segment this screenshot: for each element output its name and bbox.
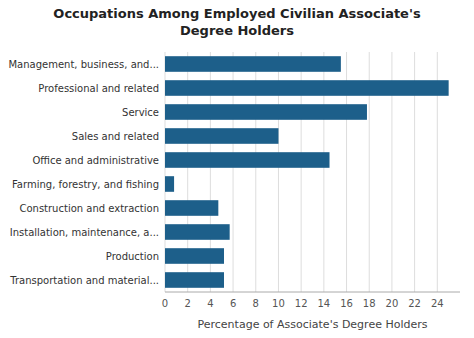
x-tick-label: 22 bbox=[408, 298, 421, 309]
background bbox=[0, 0, 474, 338]
category-label: Transportation and material... bbox=[9, 275, 159, 286]
chart-svg: 024681012141618202224Transportation and … bbox=[0, 0, 474, 338]
x-tick-label: 4 bbox=[207, 298, 213, 309]
category-label: Service bbox=[122, 107, 159, 118]
category-label: Sales and related bbox=[72, 131, 159, 142]
bar bbox=[165, 248, 224, 264]
x-tick-label: 8 bbox=[253, 298, 259, 309]
bar bbox=[165, 80, 449, 96]
bar bbox=[165, 272, 224, 288]
bars bbox=[165, 56, 449, 288]
category-label: Installation, maintenance, a... bbox=[10, 227, 159, 238]
x-tick-label: 18 bbox=[363, 298, 376, 309]
x-tick-label: 10 bbox=[272, 298, 285, 309]
x-tick-label: 0 bbox=[162, 298, 168, 309]
x-tick-label: 2 bbox=[185, 298, 191, 309]
category-label: Farming, forestry, and fishing bbox=[12, 179, 159, 190]
x-tick-label: 16 bbox=[340, 298, 353, 309]
x-tick-label: 14 bbox=[317, 298, 330, 309]
bar bbox=[165, 200, 218, 216]
category-label: Management, business, and... bbox=[8, 59, 159, 70]
bar bbox=[165, 128, 278, 144]
x-tick-label: 12 bbox=[295, 298, 308, 309]
bar bbox=[165, 224, 230, 240]
x-tick-label: 6 bbox=[230, 298, 236, 309]
bar bbox=[165, 152, 330, 168]
x-axis-line bbox=[165, 292, 460, 293]
bar bbox=[165, 176, 174, 192]
x-axis-label: Percentage of Associate's Degree Holders bbox=[198, 318, 428, 331]
title: Occupations Among Employed Civilian Asso… bbox=[53, 6, 421, 38]
chart-container: 024681012141618202224Transportation and … bbox=[0, 0, 474, 338]
x-tick-label: 20 bbox=[386, 298, 399, 309]
category-label: Production bbox=[106, 251, 159, 262]
x-tick-label: 24 bbox=[431, 298, 444, 309]
title-line: Occupations Among Employed Civilian Asso… bbox=[53, 6, 421, 21]
bar bbox=[165, 104, 367, 120]
category-label: Construction and extraction bbox=[19, 203, 159, 214]
category-label: Office and administrative bbox=[32, 155, 159, 166]
title-line: Degree Holders bbox=[180, 23, 294, 38]
bar bbox=[165, 56, 341, 72]
category-label: Professional and related bbox=[38, 83, 159, 94]
